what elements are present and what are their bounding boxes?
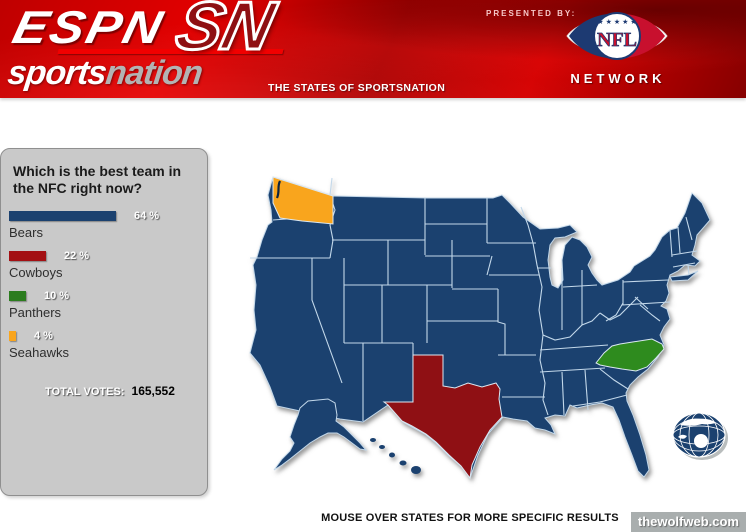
long-island[interactable] bbox=[669, 270, 699, 282]
team-name: Panthers bbox=[9, 305, 62, 320]
poll-option-row: 64 % Bears bbox=[1, 210, 207, 250]
team-name: Bears bbox=[9, 225, 43, 240]
result-percent: 22 % bbox=[64, 250, 90, 262]
page-title: THE STATES OF SPORTSNATION bbox=[268, 82, 446, 94]
result-percent: 4 % bbox=[34, 330, 53, 342]
espn-logo: ESPN bbox=[8, 1, 169, 53]
globe-continent-south bbox=[694, 434, 708, 448]
sportsnation-wordmark: sportsnation bbox=[6, 54, 205, 92]
sportsnation-sn-logo: SN bbox=[168, 0, 283, 66]
poll-question-line1: Which is the best team in bbox=[13, 163, 182, 179]
poll-option-row: 22 % Cowboys bbox=[1, 250, 207, 290]
state-washington[interactable] bbox=[272, 176, 334, 225]
state-alaska[interactable] bbox=[273, 398, 368, 471]
total-votes-label: TOTAL VOTES: bbox=[45, 386, 125, 398]
us-states-map[interactable] bbox=[240, 125, 746, 501]
sn-logo-text: SN bbox=[168, 0, 283, 66]
presented-by-label: PRESENTED BY: bbox=[486, 9, 577, 18]
nfl-network-label: NETWORK bbox=[570, 71, 666, 86]
state-north-carolina[interactable] bbox=[595, 338, 665, 372]
espn-logo-text: ESPN bbox=[7, 1, 170, 53]
result-percent: 64 % bbox=[134, 210, 160, 222]
wordmark-sports: sports bbox=[5, 54, 109, 92]
team-name: Cowboys bbox=[9, 265, 63, 280]
globe-continent-west bbox=[678, 434, 687, 439]
globe-icon[interactable] bbox=[672, 412, 728, 460]
wordmark-nation: nation bbox=[103, 54, 205, 92]
poll-options: 64 % Bears 22 % Cowboys 10 % Panthers bbox=[1, 210, 207, 370]
nfl-stars: ★ ★ ★ ★ ★ bbox=[597, 18, 636, 26]
total-votes-value: 165,552 bbox=[131, 384, 175, 398]
nfl-network-logo: ★ ★ ★ ★ ★ NFL bbox=[566, 12, 668, 60]
poll-question-line2: the NFC right now? bbox=[13, 180, 143, 196]
result-bar-bears bbox=[9, 211, 116, 221]
nfl-shield-text: NFL bbox=[597, 29, 637, 51]
total-votes: TOTAL VOTES: 165,552 bbox=[1, 384, 207, 398]
state-texas[interactable] bbox=[382, 354, 503, 480]
poll-option-row: 4 % Seahawks bbox=[1, 330, 207, 370]
poll-question: Which is the best team in the NFC right … bbox=[13, 163, 195, 197]
result-percent: 10 % bbox=[44, 290, 70, 302]
team-name: Seahawks bbox=[9, 345, 69, 360]
watermark: thewolfweb.com bbox=[630, 512, 746, 532]
result-bar-panthers bbox=[9, 291, 26, 301]
poll-option-row: 10 % Panthers bbox=[1, 290, 207, 330]
nfl-shield-circle bbox=[593, 12, 641, 60]
map-instruction: MOUSE OVER STATES FOR MORE SPECIFIC RESU… bbox=[321, 512, 619, 524]
header-banner: ESPN SN sportsnation THE STATES OF SPORT… bbox=[0, 0, 746, 98]
puget-sound-inlet bbox=[275, 180, 282, 199]
state-hawaii[interactable] bbox=[370, 438, 421, 474]
poll-results-panel: Which is the best team in the NFC right … bbox=[0, 148, 208, 496]
globe-continent-north bbox=[680, 418, 716, 426]
result-bar-seahawks bbox=[9, 331, 16, 341]
result-bar-cowboys bbox=[9, 251, 46, 261]
